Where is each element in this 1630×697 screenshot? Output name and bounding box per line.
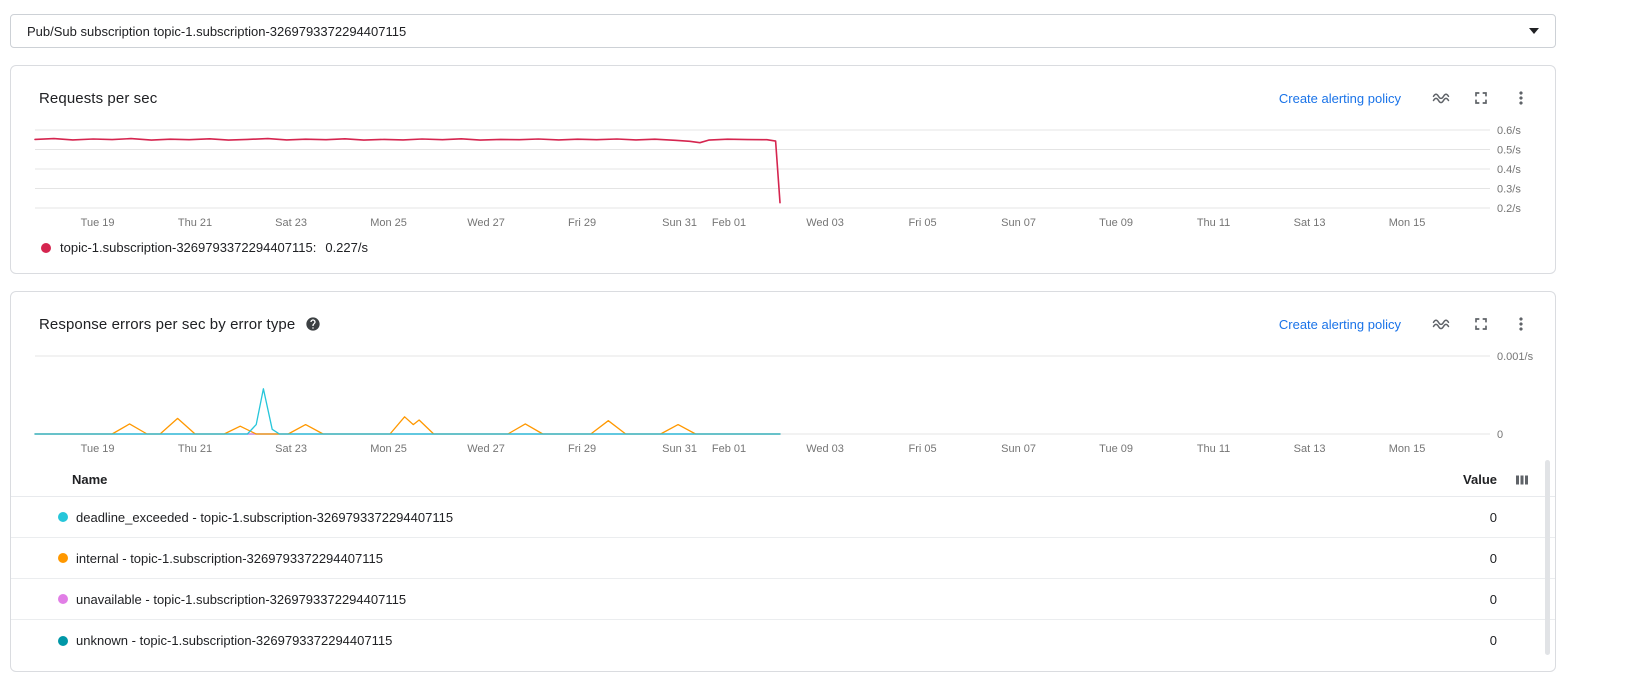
- table-scrollbar[interactable]: [1545, 460, 1550, 655]
- svg-text:Mon 25: Mon 25: [370, 443, 407, 455]
- svg-text:Mon 15: Mon 15: [1389, 217, 1426, 229]
- series-name: unknown - topic-1.subscription-326979337…: [76, 633, 393, 648]
- svg-text:0.6/s: 0.6/s: [1497, 125, 1521, 137]
- resource-selector-label: Pub/Sub subscription topic-1.subscriptio…: [27, 23, 407, 39]
- svg-text:Feb 01: Feb 01: [712, 217, 746, 229]
- svg-text:0.001/s: 0.001/s: [1497, 351, 1534, 363]
- metrics-explorer-icon[interactable]: [1431, 88, 1451, 108]
- svg-text:Sun 07: Sun 07: [1001, 217, 1036, 229]
- requests-per-sec-card: Requests per sec Create alerting policy: [10, 65, 1556, 274]
- series-name: unavailable - topic-1.subscription-32697…: [76, 591, 407, 607]
- svg-text:Sun 31: Sun 31: [662, 443, 697, 455]
- requests-chart[interactable]: 0.6/s 0.5/s 0.4/s 0.3/s 0.2/s Tue 19 Thu 21 Sat…: [11, 120, 1555, 232]
- errors-table-body: deadline_exceeded - topic-1.subscription…: [11, 497, 1555, 661]
- series-name: deadline_exceeded - topic-1.subscription…: [76, 509, 454, 525]
- response-errors-card: Response errors per sec by error type Cr…: [10, 291, 1556, 672]
- svg-text:Sat 23: Sat 23: [275, 217, 307, 229]
- svg-text:Wed 27: Wed 27: [467, 443, 505, 455]
- series-value: 0: [1489, 509, 1497, 525]
- pubsub-monitoring-page: Pub/Sub subscription topic-1.subscriptio…: [10, 14, 1556, 672]
- svg-text:Fri 29: Fri 29: [568, 217, 596, 229]
- svg-text:Thu 11: Thu 11: [1197, 217, 1230, 229]
- svg-text:Thu 21: Thu 21: [178, 217, 212, 229]
- table-row[interactable]: unavailable - topic-1.subscription-32697…: [11, 579, 1555, 620]
- svg-text:Fri 05: Fri 05: [908, 443, 936, 455]
- series-value: 0: [1489, 591, 1497, 607]
- svg-text:Mon 25: Mon 25: [370, 217, 407, 229]
- column-selector-icon[interactable]: [1497, 471, 1531, 489]
- svg-text:Sun 07: Sun 07: [1001, 443, 1036, 455]
- series-color-dot: [58, 553, 68, 563]
- svg-text:Tue 19: Tue 19: [81, 443, 115, 455]
- table-header-row: Name Value: [11, 463, 1555, 497]
- errors-card-header: Response errors per sec by error type Cr…: [11, 292, 1555, 334]
- requests-chart-svg: 0.6/s 0.5/s 0.4/s 0.3/s 0.2/s Tue 19 Thu 21 Sat…: [34, 125, 1521, 229]
- requests-legend[interactable]: topic-1.subscription-3269793372294407115…: [41, 240, 1555, 255]
- svg-text:Sun 31: Sun 31: [662, 217, 697, 229]
- svg-text:Wed 27: Wed 27: [467, 217, 505, 229]
- table-row[interactable]: deadline_exceeded - topic-1.subscription…: [11, 497, 1555, 538]
- svg-text:Thu 21: Thu 21: [178, 443, 212, 455]
- errors-create-alerting-policy-link[interactable]: Create alerting policy: [1278, 316, 1401, 332]
- metrics-explorer-icon[interactable]: [1431, 314, 1451, 334]
- errors-legend-table: Name Value deadline_exceeded - topic-1.s…: [11, 463, 1555, 661]
- series-value: 0: [1489, 633, 1497, 648]
- svg-text:Mon 15: Mon 15: [1389, 443, 1426, 455]
- requests-legend-value: 0.227/s: [325, 240, 368, 255]
- svg-text:0.4/s: 0.4/s: [1497, 164, 1521, 176]
- series-name: internal - topic-1.subscription-32697933…: [76, 550, 383, 566]
- more-options-icon[interactable]: [1511, 88, 1531, 108]
- series-color-dot: [58, 594, 68, 604]
- name-column-header: Name: [72, 472, 108, 487]
- svg-text:0.5/s: 0.5/s: [1497, 145, 1521, 157]
- fullscreen-icon[interactable]: [1471, 88, 1491, 108]
- series-value: 0: [1489, 550, 1497, 566]
- svg-text:0: 0: [1497, 429, 1503, 441]
- requests-create-alerting-policy-link[interactable]: Create alerting policy: [1278, 90, 1401, 106]
- svg-text:Sat 13: Sat 13: [1294, 217, 1326, 229]
- help-icon[interactable]: [305, 316, 321, 332]
- svg-text:Fri 05: Fri 05: [908, 217, 936, 229]
- value-column-header: Value: [1463, 472, 1497, 487]
- series-color-dot: [58, 512, 68, 522]
- svg-text:0.3/s: 0.3/s: [1497, 184, 1521, 196]
- resource-selector[interactable]: Pub/Sub subscription topic-1.subscriptio…: [10, 14, 1556, 48]
- table-row[interactable]: internal - topic-1.subscription-32697933…: [11, 538, 1555, 579]
- errors-card-actions: Create alerting policy: [1279, 314, 1531, 334]
- chevron-down-icon: [1529, 28, 1539, 34]
- fullscreen-icon[interactable]: [1471, 314, 1491, 334]
- svg-text:Tue 19: Tue 19: [81, 217, 115, 229]
- errors-chart-svg: 0.001/s 0 Tue 19 Thu 21 Sat 23 Mon 25 Wed 27 Fr…: [34, 351, 1534, 455]
- errors-chart[interactable]: 0.001/s 0 Tue 19 Thu 21 Sat 23 Mon 25 Wed 27 Fr…: [11, 346, 1555, 458]
- svg-text:Wed 03: Wed 03: [806, 443, 844, 455]
- svg-text:Tue 09: Tue 09: [1099, 443, 1133, 455]
- requests-card-header: Requests per sec Create alerting policy: [11, 66, 1555, 108]
- svg-text:Sat 23: Sat 23: [275, 443, 307, 455]
- svg-text:Tue 09: Tue 09: [1099, 217, 1133, 229]
- svg-text:Fri 29: Fri 29: [568, 443, 596, 455]
- svg-text:Feb 01: Feb 01: [712, 443, 746, 455]
- svg-text:Thu 11: Thu 11: [1197, 443, 1230, 455]
- svg-text:Sat 13: Sat 13: [1294, 443, 1326, 455]
- series-color-dot: [58, 635, 68, 646]
- requests-legend-series: topic-1.subscription-3269793372294407115…: [60, 240, 317, 255]
- svg-text:Wed 03: Wed 03: [806, 217, 844, 229]
- table-row[interactable]: unknown - topic-1.subscription-326979337…: [11, 620, 1555, 661]
- requests-chart-title: Requests per sec: [39, 89, 158, 107]
- requests-legend-dot: [41, 242, 51, 253]
- requests-card-actions: Create alerting policy: [1279, 88, 1531, 108]
- more-options-icon[interactable]: [1511, 314, 1531, 334]
- svg-text:0.2/s: 0.2/s: [1497, 203, 1521, 215]
- errors-chart-title: Response errors per sec by error type: [39, 315, 296, 333]
